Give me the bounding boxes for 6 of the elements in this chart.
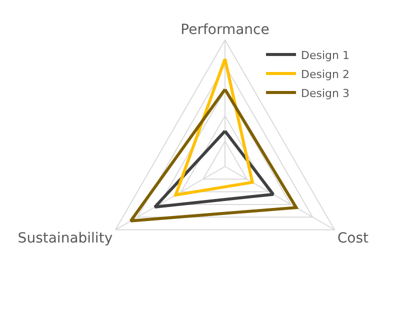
legend-label: Design 2 bbox=[301, 68, 350, 81]
spoke-label: Sustainability bbox=[18, 230, 113, 247]
legend-label: Design 1 bbox=[301, 48, 350, 62]
spoke-label: Performance bbox=[180, 22, 270, 38]
legend-label: Design 3 bbox=[301, 86, 350, 100]
spoke-label: Cost bbox=[337, 230, 370, 247]
